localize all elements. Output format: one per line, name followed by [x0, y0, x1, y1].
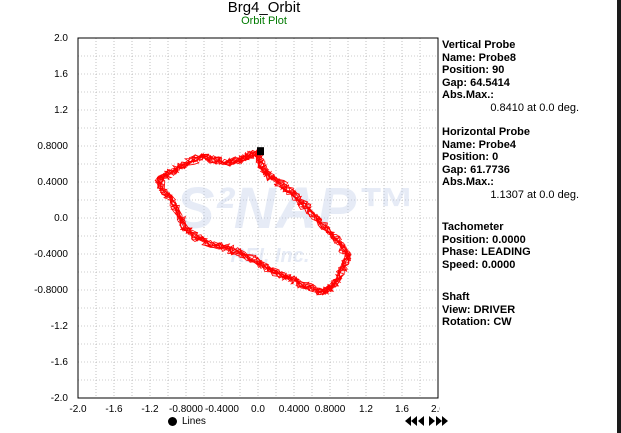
y-tick-label: 0.4000	[37, 177, 68, 188]
x-tick-label: 0.0	[251, 404, 265, 415]
shaft-view: View: DRIVER	[442, 303, 516, 316]
x-tick-label: -1.6	[105, 404, 123, 415]
rewind-icon	[405, 416, 411, 426]
x-tick-label: -2.0	[69, 404, 87, 415]
y-tick-label: 1.6	[54, 69, 68, 80]
legend-dot-icon	[168, 417, 177, 426]
step-forward-button[interactable]	[429, 416, 435, 426]
tachometer-speed: Speed: 0.0000	[442, 258, 516, 271]
vertical-probe-gap: Gap: 64.5414	[442, 76, 510, 89]
navigation-controls	[405, 416, 448, 426]
orbit-trace-line	[156, 150, 352, 295]
horizontal-probe-name: Name: Probe4	[442, 138, 516, 151]
watermark: S²NAP™ REI, Inc.	[176, 176, 414, 267]
vertical-probe-absmax-label: Abs.Max.:	[442, 89, 494, 101]
y-tick-label: -1.6	[51, 357, 69, 368]
window-edge	[617, 0, 621, 433]
tachometer-header: Tachometer	[442, 221, 504, 233]
vertical-probe-absmax-value: 0.8410 at 0.0 deg.	[490, 101, 579, 114]
watermark-logo: S²NAP™	[176, 176, 414, 241]
y-tick-label: 2.0	[54, 33, 68, 44]
keyphasor-marker	[257, 147, 264, 156]
horizontal-probe-position: Position: 0	[442, 151, 499, 163]
shaft-block: Shaft View: DRIVER Rotation: CW	[442, 291, 620, 329]
info-panel: Vertical Probe Name: Probe8 Position: 90…	[442, 39, 620, 341]
orbit-plot: S²NAP™ REI, Inc. 2.0 1.6 1.2 0.8000 0.4000 0.…	[34, 33, 440, 415]
x-tick-label: 0.8000	[315, 404, 346, 415]
chart-title: Brg4_Orbit	[227, 0, 301, 16]
x-tick-labels: -2.0 -1.6 -1.2 -0.8000 -0.4000 0.0 0.4000 0.800…	[69, 404, 440, 415]
y-tick-label: 0.0	[54, 213, 68, 224]
x-tick-label: -0.4000	[205, 404, 239, 415]
horizontal-probe-block: Horizontal Probe Name: Probe4 Position: …	[442, 126, 620, 201]
vertical-probe-block: Vertical Probe Name: Probe8 Position: 90…	[442, 39, 620, 114]
vertical-probe-header: Vertical Probe	[442, 39, 516, 51]
legend: Lines	[168, 416, 206, 427]
y-tick-label: -1.2	[51, 321, 69, 332]
plot-frame	[77, 37, 439, 399]
vertical-probe-position: Position: 90	[442, 64, 505, 76]
rewind-button[interactable]	[405, 416, 417, 426]
rewind-icon-2	[411, 416, 417, 426]
y-tick-label: -0.4000	[34, 249, 68, 260]
horizontal-probe-header: Horizontal Probe	[442, 126, 531, 138]
x-tick-label: 2.0	[431, 404, 440, 415]
fast-forward-icon-2	[442, 416, 448, 426]
y-tick-label: 1.2	[54, 105, 68, 116]
plot-grid	[78, 38, 438, 398]
horizontal-probe-absmax-value: 1.1307 at 0.0 deg.	[490, 188, 579, 201]
shaft-header: Shaft	[442, 291, 470, 303]
horizontal-probe-absmax-label: Abs.Max.:	[442, 176, 494, 188]
fast-forward-icon	[436, 416, 442, 426]
legend-label: Lines	[182, 416, 206, 427]
y-tick-labels: 2.0 1.6 1.2 0.8000 0.4000 0.0 -0.4000 -0.8000 -1…	[34, 33, 68, 404]
x-tick-label: -0.8000	[169, 404, 203, 415]
x-tick-label: 1.2	[359, 404, 373, 415]
orbit-traces	[154, 149, 352, 296]
fast-forward-button[interactable]	[436, 416, 448, 426]
y-tick-label: -0.8000	[34, 285, 68, 296]
tachometer-phase: Phase: LEADING	[442, 246, 531, 258]
vertical-probe-name: Name: Probe8	[442, 51, 516, 64]
tachometer-block: Tachometer Position: 0.0000 Phase: LEADI…	[442, 221, 620, 271]
y-tick-label: 0.8000	[37, 141, 68, 152]
horizontal-probe-gap: Gap: 61.7736	[442, 163, 510, 176]
x-tick-label: -1.2	[141, 404, 159, 415]
tachometer-position: Position: 0.0000	[442, 233, 526, 246]
shaft-rotation: Rotation: CW	[442, 316, 512, 328]
step-back-button[interactable]	[418, 416, 424, 426]
x-tick-label: 0.4000	[279, 404, 310, 415]
x-tick-label: 1.6	[395, 404, 409, 415]
y-tick-label: -2.0	[51, 393, 69, 404]
chart-subtitle: Orbit Plot	[241, 15, 287, 27]
orbit-trace-line	[156, 153, 351, 296]
